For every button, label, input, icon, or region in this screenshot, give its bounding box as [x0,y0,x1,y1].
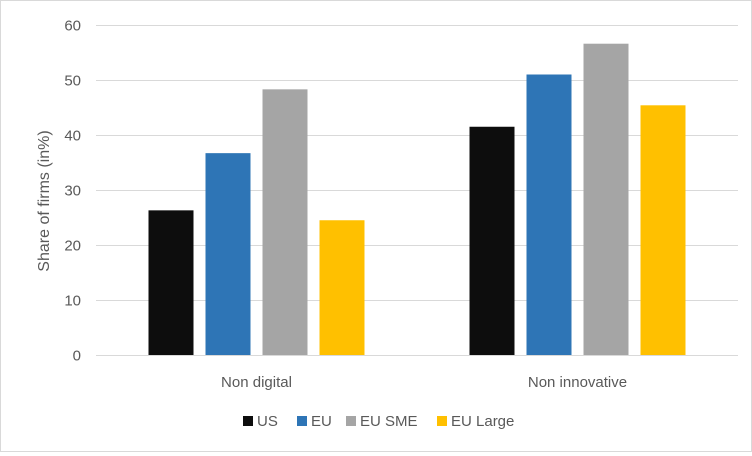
y-tick-label: 20 [64,238,81,255]
legend-item: US [243,413,278,430]
legend-item: EU [297,413,332,430]
legend-swatch [437,416,447,426]
bars [148,43,686,355]
bar-eu-sme-non-innovative [583,43,629,355]
legend-item: EU Large [437,413,514,430]
x-axis: Non digital Non innovative [96,355,738,391]
bar-eu-sme-non-digital [262,89,308,355]
y-tick-label: 10 [64,293,81,310]
legend-label: US [257,413,278,430]
legend-swatch [297,416,307,426]
gridlines [96,25,738,301]
y-tick-label: 50 [64,73,81,90]
legend-label: EU [311,413,332,430]
legend-swatch [243,416,253,426]
legend-swatch [346,416,356,426]
bar-eu-non-innovative [526,74,572,355]
legend: US EU EU SME EU Large [243,413,514,430]
bar-eu-large-non-digital [319,220,365,355]
y-axis-label: Share of firms (in%) [36,130,53,271]
y-tick-label: 40 [64,128,81,145]
legend-label: EU SME [360,413,418,430]
y-tick-label: 0 [73,348,81,365]
y-tick-label: 30 [64,183,81,200]
bar-eu-large-non-innovative [640,105,686,355]
bar-eu-non-digital [205,153,251,355]
x-category-label: Non innovative [528,374,627,391]
y-tick-label: 60 [64,18,81,35]
y-axis-ticks: 0 10 20 30 40 50 60 [64,18,81,365]
bar-us-non-digital [148,210,194,355]
legend-label: EU Large [451,413,514,430]
legend-item: EU SME [346,413,418,430]
x-category-label: Non digital [221,374,292,391]
bar-us-non-innovative [469,126,515,355]
